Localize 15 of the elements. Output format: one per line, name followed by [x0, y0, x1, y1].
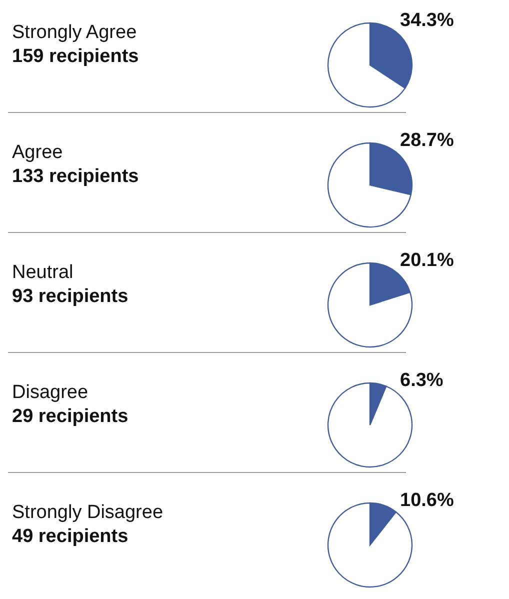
data-label: 6.3% — [400, 370, 444, 392]
text: Strongly Disagree — [12, 502, 164, 524]
data-label: 10.6% — [400, 490, 454, 512]
text: 159 recipients — [12, 46, 139, 68]
text: Strongly Agree — [12, 22, 137, 44]
text: 133 recipients — [12, 166, 139, 188]
text: 49 recipients — [12, 526, 128, 548]
text: 29 recipients — [12, 406, 128, 428]
data-label: 20.1% — [400, 250, 454, 272]
text: Agree — [12, 142, 63, 164]
data-label: 34.3% — [400, 10, 454, 32]
data-label: 28.7% — [400, 130, 454, 152]
text: Disagree — [12, 382, 88, 404]
text: Neutral — [12, 262, 74, 284]
text: 93 recipients — [12, 286, 128, 308]
